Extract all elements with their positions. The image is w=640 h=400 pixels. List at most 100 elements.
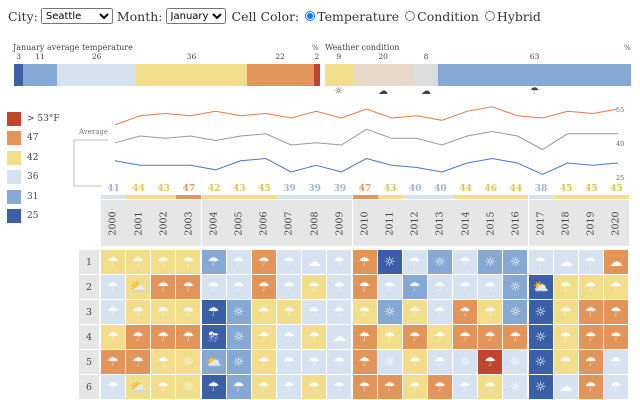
year-header[interactable]: 2004: [201, 200, 227, 246]
day-cell[interactable]: ☼: [226, 325, 251, 349]
city-select[interactable]: Seattle: [40, 8, 113, 24]
day-cell[interactable]: ☂: [201, 275, 226, 299]
day-cell[interactable]: ☼: [377, 350, 402, 374]
day-cell[interactable]: ☁: [302, 250, 327, 274]
day-cell[interactable]: ☼: [176, 350, 201, 374]
day-cell[interactable]: ☂: [578, 275, 603, 299]
day-cell[interactable]: ☂: [427, 350, 452, 374]
day-cell[interactable]: ☂: [377, 325, 402, 349]
day-cell[interactable]: ☂: [251, 375, 276, 399]
day-cell[interactable]: ☂: [402, 300, 427, 324]
day-cell[interactable]: ☂: [427, 325, 452, 349]
day-cell[interactable]: ☂: [402, 250, 427, 274]
day-cell[interactable]: ☂: [151, 300, 176, 324]
year-header[interactable]: 2013: [427, 200, 453, 246]
day-cell[interactable]: ☂: [352, 350, 377, 374]
day-cell[interactable]: ☂: [478, 325, 503, 349]
day-cell[interactable]: ☼: [478, 250, 503, 274]
year-header[interactable]: 2000: [101, 200, 126, 246]
day-cell[interactable]: ☂: [352, 275, 377, 299]
day-cell[interactable]: ☂: [553, 275, 578, 299]
day-cell[interactable]: ☂: [352, 300, 377, 324]
day-cell[interactable]: ☼: [528, 375, 553, 399]
day-cell[interactable]: ☂: [402, 325, 427, 349]
day-cell[interactable]: ☁: [553, 375, 578, 399]
day-cell[interactable]: ☂: [251, 250, 276, 274]
day-cell[interactable]: ☂: [277, 350, 302, 374]
day-cell[interactable]: ☂: [352, 250, 377, 274]
day-cell[interactable]: ☂: [302, 375, 327, 399]
day-cell[interactable]: ☂: [226, 275, 251, 299]
radio-temperature[interactable]: Temperature: [303, 9, 399, 24]
day-cell[interactable]: ☂: [327, 350, 352, 374]
day-cell[interactable]: ☂: [226, 250, 251, 274]
day-cell[interactable]: ☼: [377, 250, 402, 274]
day-cell[interactable]: ☂: [427, 375, 452, 399]
day-cell[interactable]: ☼: [453, 350, 478, 374]
day-cell[interactable]: ☂: [302, 300, 327, 324]
year-header[interactable]: 2012: [402, 200, 428, 246]
day-cell[interactable]: ☂: [151, 325, 176, 349]
radio-condition-input[interactable]: [405, 11, 416, 21]
day-cell[interactable]: ☼: [528, 325, 553, 349]
year-header[interactable]: 2002: [151, 200, 177, 246]
day-cell[interactable]: ☂: [604, 300, 628, 324]
day-cell[interactable]: ☂: [453, 275, 478, 299]
day-cell[interactable]: ☂: [302, 275, 327, 299]
day-cell[interactable]: ☂: [176, 275, 201, 299]
day-cell[interactable]: ☂: [176, 325, 201, 349]
day-cell[interactable]: ☼: [226, 300, 251, 324]
day-cell[interactable]: ☼: [528, 350, 553, 374]
day-cell[interactable]: ☂: [553, 300, 578, 324]
day-cell[interactable]: ☂: [226, 375, 251, 399]
day-cell[interactable]: ☂: [478, 350, 503, 374]
day-cell[interactable]: ☂: [327, 375, 352, 399]
radio-temperature-input[interactable]: [305, 11, 316, 21]
day-cell[interactable]: ☂: [604, 325, 628, 349]
day-cell[interactable]: ⛈: [201, 325, 226, 349]
day-cell[interactable]: ☂: [277, 325, 302, 349]
year-header[interactable]: 2008: [302, 200, 328, 246]
day-cell[interactable]: ☂: [604, 375, 628, 399]
day-cell[interactable]: ☂: [427, 300, 452, 324]
day-cell[interactable]: ☂: [277, 375, 302, 399]
month-select[interactable]: January: [165, 8, 226, 24]
day-cell[interactable]: ☂: [578, 350, 603, 374]
day-cell[interactable]: ☂: [377, 375, 402, 399]
day-cell[interactable]: ☂: [151, 350, 176, 374]
day-cell[interactable]: ☂: [126, 325, 151, 349]
day-cell[interactable]: ☂: [578, 325, 603, 349]
day-cell[interactable]: ☂: [126, 350, 151, 374]
day-cell[interactable]: ☂: [126, 300, 151, 324]
day-cell[interactable]: ☂: [402, 350, 427, 374]
day-cell[interactable]: ☼: [226, 350, 251, 374]
day-cell[interactable]: ☂: [427, 275, 452, 299]
day-cell[interactable]: ☂: [176, 250, 201, 274]
day-cell[interactable]: ☂: [126, 250, 151, 274]
day-cell[interactable]: ☂: [604, 275, 628, 299]
year-header[interactable]: 2005: [226, 200, 252, 246]
day-cell[interactable]: ☂: [402, 375, 427, 399]
day-cell[interactable]: ☂: [302, 350, 327, 374]
day-cell[interactable]: ☂: [201, 300, 226, 324]
year-header[interactable]: 2006: [251, 200, 277, 246]
day-cell[interactable]: ☼: [528, 300, 553, 324]
day-cell[interactable]: ☂: [402, 275, 427, 299]
day-cell[interactable]: ☂: [302, 325, 327, 349]
day-cell[interactable]: ☂: [327, 275, 352, 299]
day-cell[interactable]: ☂: [478, 275, 503, 299]
year-header[interactable]: 2001: [126, 200, 152, 246]
year-header[interactable]: 2009: [327, 200, 353, 246]
year-header[interactable]: 2015: [478, 200, 504, 246]
day-cell[interactable]: ☂: [251, 325, 276, 349]
year-header[interactable]: 2011: [377, 200, 403, 246]
day-cell[interactable]: ☼: [503, 275, 528, 299]
day-cell[interactable]: ☂: [352, 375, 377, 399]
day-cell[interactable]: ☼: [427, 250, 452, 274]
day-cell[interactable]: ☂: [101, 350, 125, 374]
day-cell[interactable]: ☂: [453, 300, 478, 324]
day-cell[interactable]: ☂: [151, 375, 176, 399]
day-cell[interactable]: ☂: [377, 275, 402, 299]
year-header[interactable]: 2007: [277, 200, 303, 246]
day-cell[interactable]: ☂: [453, 325, 478, 349]
